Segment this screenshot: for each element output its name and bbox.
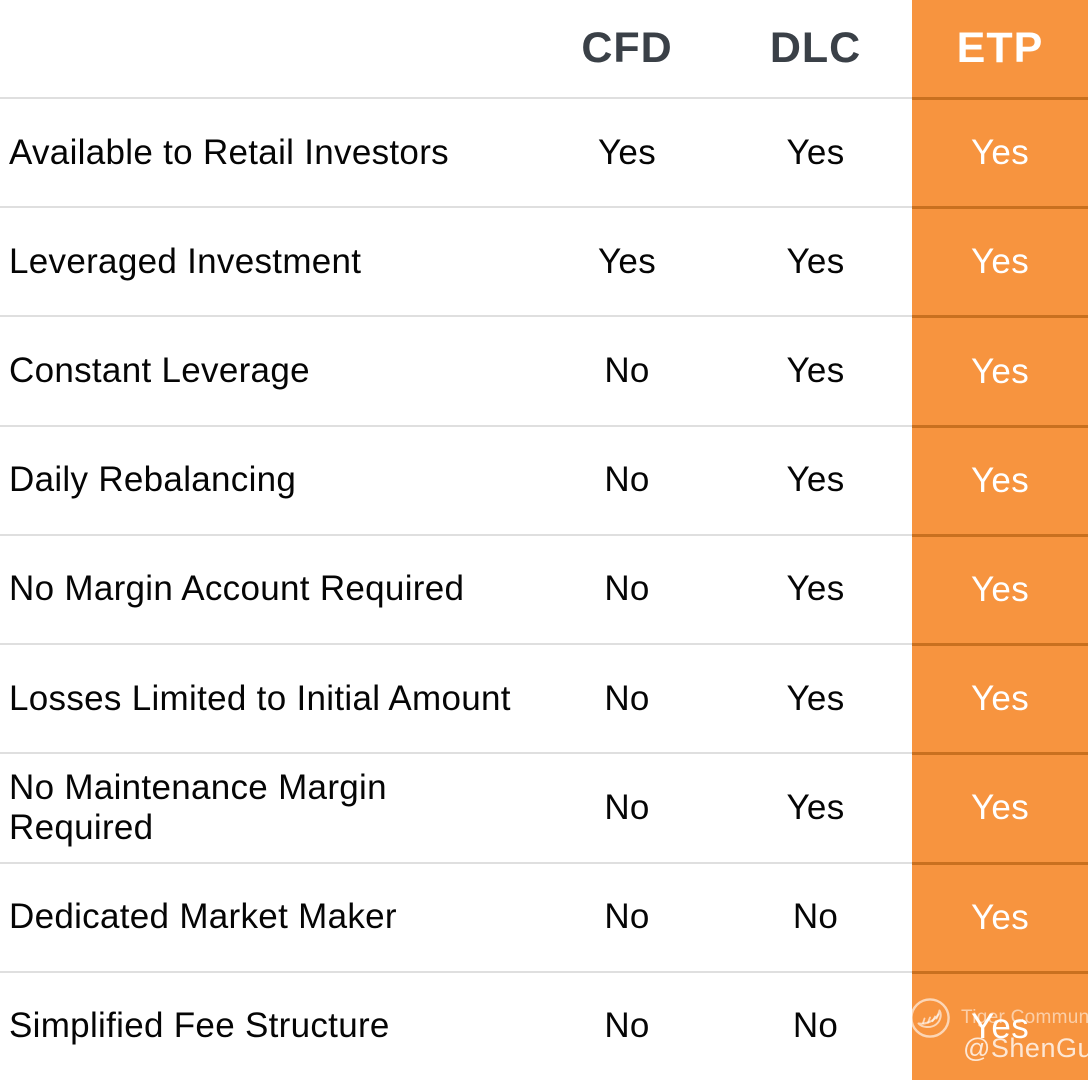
table-row: Dedicated Market Maker No No Yes: [0, 861, 1088, 971]
dlc-value: Yes: [719, 206, 912, 315]
header-row: CFD DLC ETP: [0, 0, 1088, 97]
etp-value: Yes: [912, 97, 1088, 207]
etp-value: Yes: [912, 752, 1088, 862]
column-header-cfd: CFD: [581, 24, 673, 72]
table-row: Leveraged Investment Yes Yes Yes: [0, 206, 1088, 316]
row-label: No Maintenance Margin Required: [0, 752, 535, 861]
table-row: Constant Leverage No Yes Yes: [0, 315, 1088, 425]
dlc-value: Yes: [719, 533, 912, 643]
etp-value: Yes: [912, 533, 1088, 644]
row-label: Available to Retail Investors: [0, 97, 535, 206]
row-label: Dedicated Market Maker: [0, 861, 535, 971]
column-header-dlc: DLC: [769, 24, 862, 72]
row-label: Constant Leverage: [0, 315, 535, 424]
etp-value: Yes: [912, 315, 1088, 425]
dlc-value: No: [719, 861, 912, 971]
dlc-value: Yes: [719, 315, 912, 424]
row-label: Leveraged Investment: [0, 206, 535, 315]
cfd-value: No: [535, 533, 719, 643]
cfd-value: No: [535, 643, 719, 752]
table-row: Daily Rebalancing No Yes Yes: [0, 424, 1088, 534]
table-row: Available to Retail Investors Yes Yes Ye…: [0, 97, 1088, 207]
dlc-value: Yes: [719, 97, 912, 206]
table-row: No Maintenance Margin Required No Yes Ye…: [0, 752, 1088, 862]
table-row: Losses Limited to Initial Amount No Yes …: [0, 643, 1088, 753]
dlc-value: Yes: [719, 752, 912, 861]
etp-value: Yes: [912, 643, 1088, 753]
row-label: Losses Limited to Initial Amount: [0, 643, 535, 752]
cfd-value: Yes: [535, 206, 719, 315]
cfd-value: Yes: [535, 97, 719, 206]
cfd-value: No: [535, 424, 719, 534]
table-row: Simplified Fee Structure No No Yes: [0, 970, 1088, 1080]
dlc-value: Yes: [719, 643, 912, 752]
column-header-etp: ETP: [912, 0, 1088, 97]
etp-value: Yes: [912, 424, 1088, 534]
cfd-value: No: [535, 752, 719, 861]
dlc-value: No: [719, 970, 912, 1080]
etp-value: Yes: [912, 206, 1088, 316]
row-label: No Margin Account Required: [0, 533, 535, 643]
dlc-value: Yes: [719, 424, 912, 534]
etp-value: Yes: [912, 861, 1088, 971]
cfd-value: No: [535, 315, 719, 424]
corner-cell: [0, 0, 535, 97]
table-row: No Margin Account Required No Yes Yes: [0, 533, 1088, 644]
cfd-value: No: [535, 861, 719, 971]
etp-value: Yes: [912, 970, 1088, 1080]
row-label: Daily Rebalancing: [0, 424, 535, 534]
row-label: Simplified Fee Structure: [0, 970, 535, 1080]
cfd-value: No: [535, 970, 719, 1080]
